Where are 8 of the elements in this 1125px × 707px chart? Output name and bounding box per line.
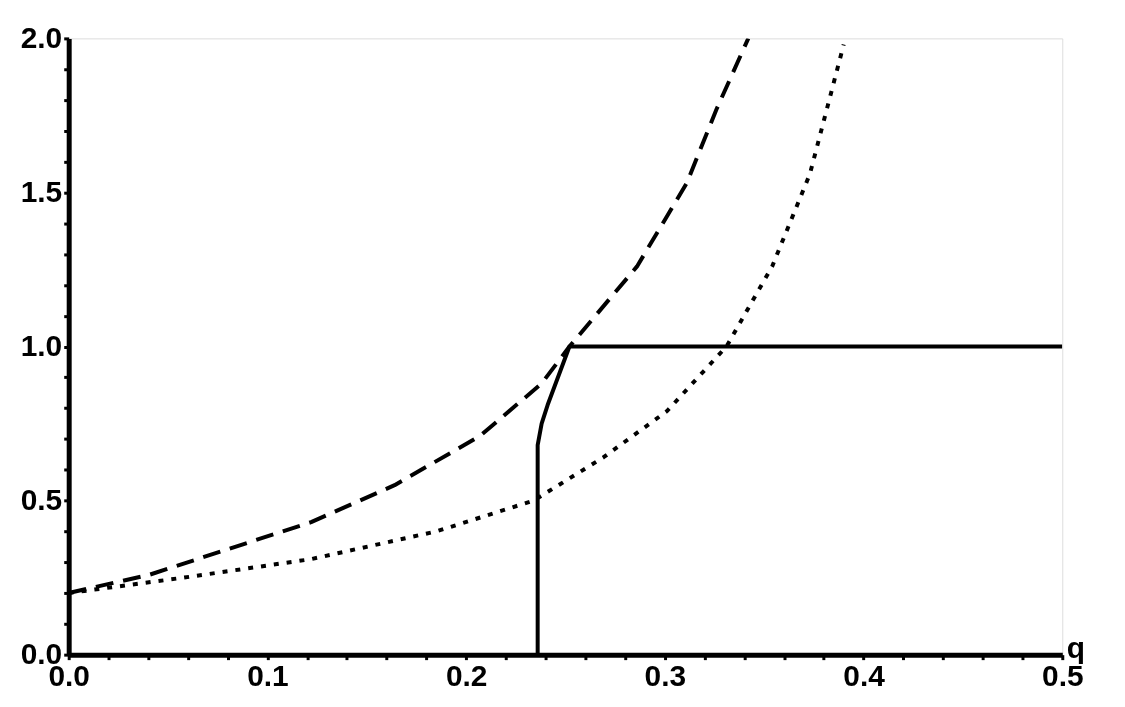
x-tick-label: 0.3 [644,659,687,693]
y-tick-label: 1.0 [20,328,63,362]
y-tick-label: 2.0 [20,20,63,54]
y-tick-label: 1.5 [20,174,63,208]
y-tick-label: 0.5 [20,483,63,517]
x-tick-label: 0.1 [247,659,289,693]
x-tick-label: 0.4 [843,659,886,693]
x-tick-label: 0.2 [445,659,488,693]
